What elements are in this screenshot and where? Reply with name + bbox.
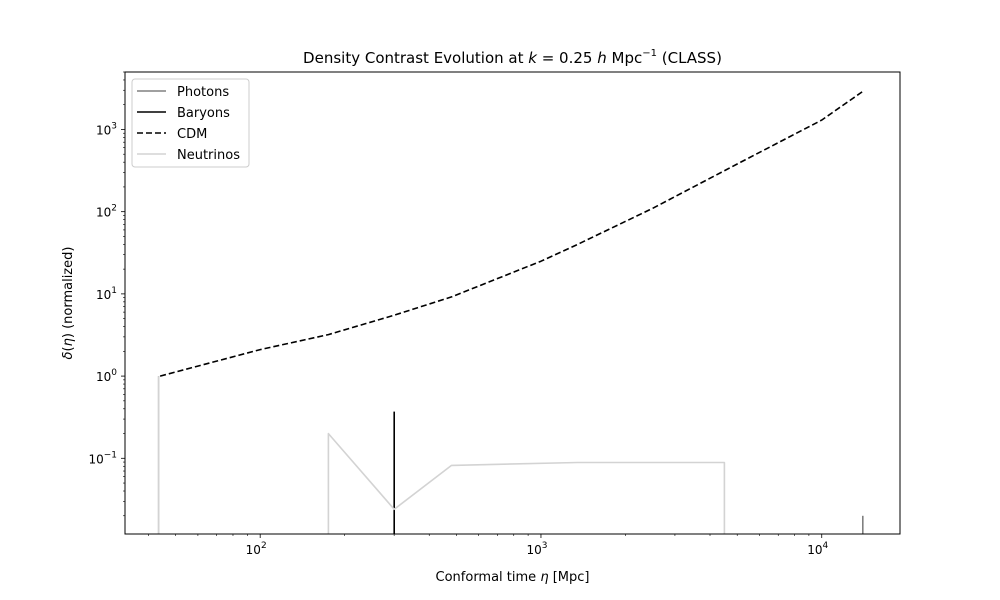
x-tick-label: 102 bbox=[246, 541, 267, 557]
series-cdm-line bbox=[159, 90, 864, 377]
x-axis-label: Conformal time η [Mpc] bbox=[436, 570, 590, 585]
x-tick-label: 104 bbox=[807, 541, 828, 557]
plot-background bbox=[125, 72, 900, 534]
legend-label-baryons: Baryons bbox=[177, 106, 230, 121]
legend-label-cdm: CDM bbox=[177, 127, 207, 142]
series-neutrinos-line bbox=[327, 432, 726, 534]
legend-items: Photons Baryons CDM Neutrinos bbox=[137, 85, 240, 163]
y-tick-label: 101 bbox=[96, 286, 117, 302]
series-layer bbox=[157, 90, 864, 534]
y-tick-label: 103 bbox=[96, 121, 117, 137]
legend: Photons Baryons CDM Neutrinos bbox=[131, 78, 250, 168]
y-tick-label: 100 bbox=[96, 368, 117, 384]
plot-frame bbox=[124, 71, 901, 535]
y-tick-label: 10−1 bbox=[88, 450, 117, 466]
legend-box bbox=[131, 78, 250, 168]
legend-label-neutrinos: Neutrinos bbox=[177, 148, 240, 163]
chart-title: Density Contrast Evolution at k = 0.25 h… bbox=[303, 48, 722, 67]
plot-area: 102 103 104 10−1 100 101 102 103 bbox=[88, 71, 901, 557]
y-axis-label: δ(η) (normalized) bbox=[61, 247, 76, 360]
x-tick-label: 103 bbox=[526, 541, 547, 557]
y-tick-label: 102 bbox=[96, 204, 117, 220]
legend-label-photons: Photons bbox=[177, 85, 229, 100]
